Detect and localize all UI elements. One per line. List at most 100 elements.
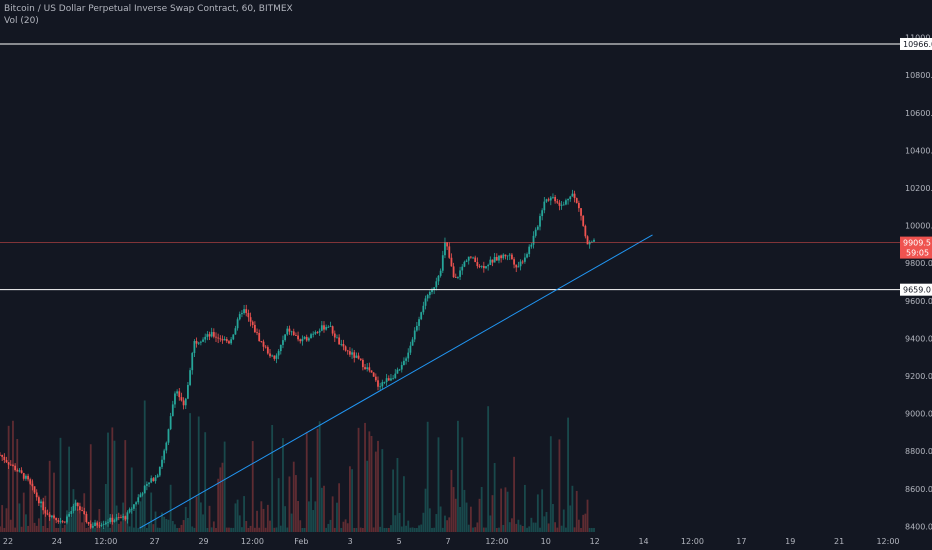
volume-bar	[74, 499, 77, 532]
volume-bar	[562, 509, 565, 532]
candle-body	[476, 262, 479, 267]
candle-body	[316, 332, 319, 333]
volume-bar	[361, 527, 364, 532]
candle-body	[357, 355, 360, 359]
candle-body	[279, 344, 282, 352]
volume-bar	[70, 517, 73, 532]
price-tick-label: 8400.0	[905, 522, 932, 531]
volume-bar	[282, 438, 284, 532]
candle-body	[407, 352, 410, 359]
volume-bar	[409, 527, 412, 532]
candle-body	[277, 351, 280, 356]
time-tick-label: 19	[785, 537, 795, 546]
volume-bar	[182, 520, 185, 532]
volume-bar	[368, 431, 371, 532]
volume-bar	[208, 505, 211, 532]
candle-body	[318, 330, 321, 333]
candle-body	[385, 378, 388, 383]
volume-bar	[307, 501, 310, 532]
candle-body	[366, 367, 369, 370]
volume-bar	[517, 519, 520, 532]
candle-body	[515, 264, 518, 268]
candle-body	[217, 337, 220, 339]
volume-bar	[225, 527, 228, 532]
candle-body	[163, 450, 166, 460]
volume-bar	[109, 527, 112, 532]
volume-bar	[79, 513, 81, 532]
volume-bar	[87, 527, 90, 532]
volume-bar	[318, 421, 321, 532]
candle-body	[465, 260, 468, 262]
candle-body	[528, 246, 531, 255]
candle-body	[174, 393, 176, 405]
volume-bar	[463, 489, 466, 532]
candle-body	[238, 314, 241, 320]
volume-bar	[495, 527, 498, 532]
volume-bar	[541, 489, 544, 532]
candle-body	[588, 242, 591, 245]
candle-body	[33, 486, 36, 493]
volume-bar	[63, 524, 66, 532]
candle-body	[297, 335, 299, 340]
volume-bar	[340, 527, 343, 532]
candle-body	[195, 341, 198, 344]
volume-bar	[457, 420, 459, 532]
volume-bar	[299, 520, 302, 532]
price-axis: 8400.0 8600.0 8800.0 9000.0 9200.0 9400.0 9600…	[900, 34, 932, 531]
time-tick-label: 17	[736, 537, 746, 546]
volume-bar	[145, 527, 148, 532]
candle-body	[534, 229, 537, 236]
volume-bar	[415, 527, 418, 532]
candle-body	[344, 346, 347, 351]
candle-body	[288, 328, 291, 332]
candle-body	[320, 325, 323, 331]
candle-body	[197, 342, 200, 344]
candle-body	[230, 339, 233, 344]
volume-indicator-label[interactable]: Vol (20)	[4, 16, 39, 26]
volume-bar	[500, 488, 503, 532]
volume-bar	[221, 462, 224, 532]
volume-bar	[195, 496, 198, 532]
volume-bar	[474, 527, 477, 532]
volume-bar	[46, 527, 49, 532]
volume-bar	[452, 487, 455, 532]
candle-body	[176, 391, 179, 394]
candle-body	[392, 378, 395, 380]
time-tick-label: 12:00	[876, 537, 899, 546]
volume-bar	[532, 522, 535, 532]
volume-bar	[444, 515, 446, 532]
volume-bar	[158, 527, 161, 532]
volume-bar	[418, 525, 420, 532]
candle-body	[502, 254, 505, 259]
volume-bar	[301, 527, 304, 532]
candle-body	[241, 313, 243, 315]
volume-bar	[174, 524, 176, 532]
volume-bar	[312, 510, 315, 532]
candle-body	[387, 378, 390, 381]
candle-body	[113, 520, 116, 522]
volume-bar	[405, 525, 407, 532]
last-price-label: 9909.5	[903, 239, 931, 248]
candle-body	[206, 334, 209, 337]
candle-body	[266, 347, 269, 354]
candle-body	[469, 256, 472, 258]
volume-bar	[89, 444, 92, 532]
volume-bar	[431, 527, 433, 532]
candle-body	[584, 225, 587, 237]
candle-body	[374, 376, 377, 381]
candle-body	[457, 276, 459, 278]
volume-bar	[279, 525, 282, 532]
candle-body	[182, 400, 185, 406]
volume-bar	[305, 431, 308, 532]
candle-body	[189, 370, 191, 385]
volume-bar	[403, 476, 405, 532]
candle-body	[14, 465, 17, 471]
volume-bar	[12, 420, 14, 532]
candle-body	[48, 514, 51, 517]
candle-body	[232, 334, 235, 340]
candle-body	[331, 326, 334, 334]
candle-body	[448, 246, 451, 258]
candle-body	[35, 492, 38, 498]
